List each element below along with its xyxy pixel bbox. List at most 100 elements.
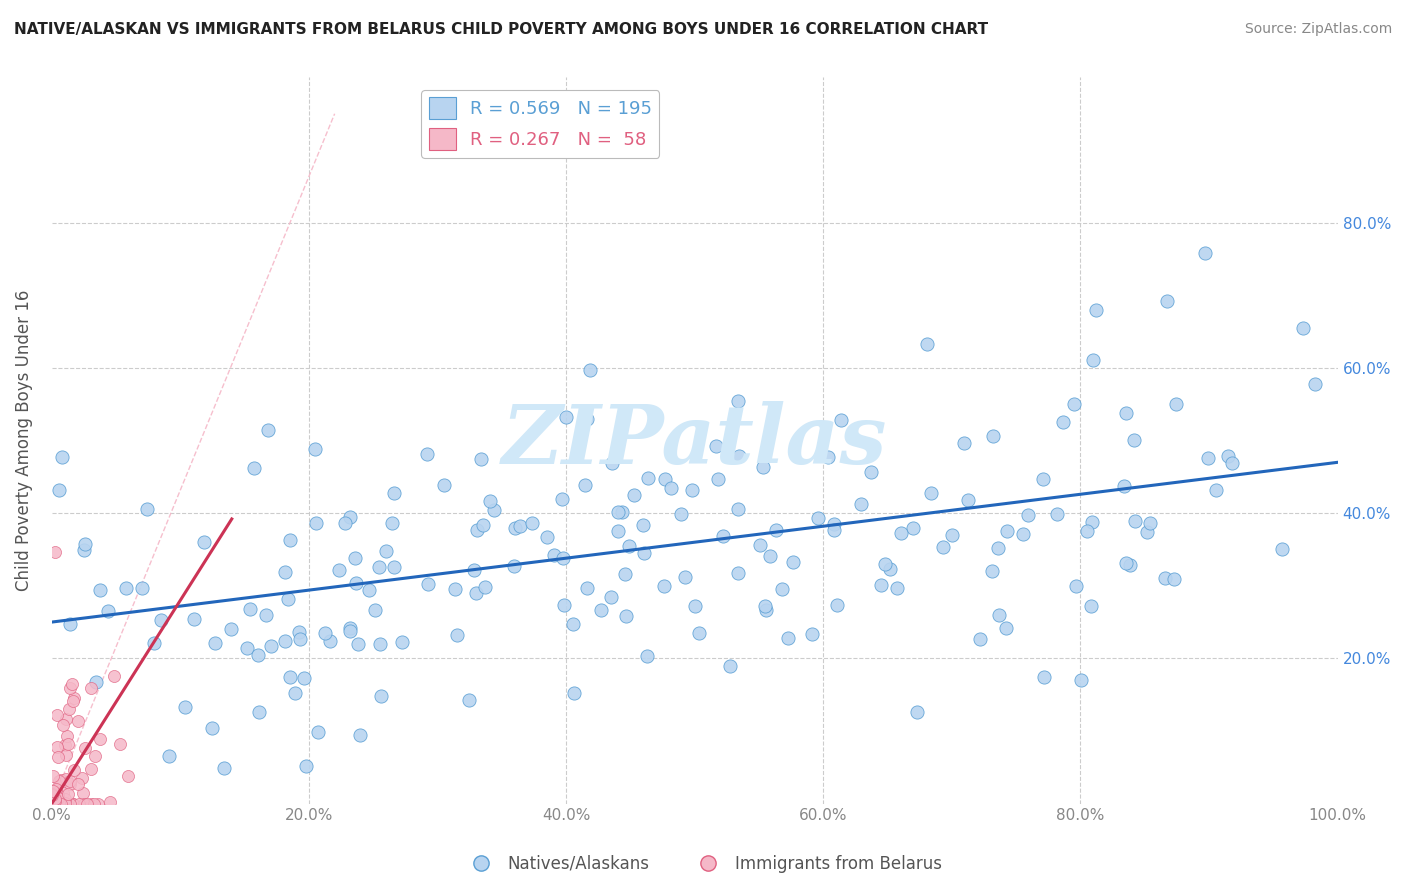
Point: [55, 712, 77, 726]
Point: [56, 797, 79, 811]
Point: [73, 543, 96, 558]
Point: [41, 786, 63, 800]
Point: [48, 796, 70, 810]
Point: [89, 583, 111, 598]
Point: [1118, 558, 1140, 572]
Point: [41, 789, 63, 803]
Point: [1052, 415, 1074, 429]
Point: [444, 582, 467, 597]
Point: [502, 559, 524, 574]
Point: [344, 550, 367, 565]
Point: [718, 659, 741, 673]
Point: [41, 787, 63, 801]
Point: [825, 599, 848, 613]
Point: [765, 523, 787, 537]
Point: [48, 774, 70, 789]
Point: [969, 632, 991, 646]
Y-axis label: Child Poverty Among Boys Under 16: Child Poverty Among Boys Under 16: [15, 290, 32, 591]
Point: [41, 769, 63, 783]
Point: [1032, 472, 1054, 486]
Point: [48, 749, 70, 764]
Text: NATIVE/ALASKAN VS IMMIGRANTS FROM BELARUS CHILD POVERTY AMONG BOYS UNDER 16 CORR: NATIVE/ALASKAN VS IMMIGRANTS FROM BELARU…: [14, 22, 988, 37]
Point: [748, 538, 770, 552]
Point: [484, 502, 506, 516]
Point: [44, 796, 66, 810]
Point: [55, 772, 77, 787]
Point: [1017, 508, 1039, 523]
Point: [470, 452, 492, 467]
Point: [1080, 599, 1102, 613]
Point: [135, 501, 157, 516]
Point: [1080, 515, 1102, 529]
Point: [117, 769, 139, 783]
Point: [53, 792, 76, 806]
Point: [59, 776, 82, 790]
Point: [41, 792, 63, 806]
Point: [157, 749, 180, 764]
Point: [193, 535, 215, 549]
Point: [956, 492, 979, 507]
Point: [42, 797, 65, 811]
Point: [150, 613, 173, 627]
Point: [1166, 397, 1188, 411]
Text: ZIPatlas: ZIPatlas: [502, 401, 887, 481]
Point: [1066, 579, 1088, 593]
Point: [1194, 245, 1216, 260]
Point: [478, 493, 501, 508]
Point: [73, 537, 96, 551]
Point: [382, 559, 405, 574]
Point: [46, 791, 69, 805]
Point: [359, 583, 381, 598]
Point: [1163, 572, 1185, 586]
Point: [44, 797, 66, 811]
Point: [42, 784, 65, 798]
Point: [465, 523, 488, 537]
Point: [869, 577, 891, 591]
Point: [659, 481, 682, 495]
Point: [755, 602, 778, 616]
Point: [52, 786, 75, 800]
Point: [98, 796, 121, 810]
Point: [62, 694, 84, 708]
Point: [446, 628, 468, 642]
Point: [56, 737, 79, 751]
Point: [212, 761, 235, 775]
Point: [727, 501, 749, 516]
Point: [201, 721, 224, 735]
Point: [294, 759, 316, 773]
Point: [551, 550, 574, 565]
Point: [63, 763, 86, 777]
Point: [727, 566, 749, 580]
Point: [304, 442, 326, 457]
Point: [46, 787, 69, 801]
Point: [370, 689, 392, 703]
Point: [75, 740, 97, 755]
Point: [778, 631, 800, 645]
Point: [752, 460, 775, 475]
Point: [562, 686, 585, 700]
Point: [73, 797, 96, 811]
Point: [274, 633, 297, 648]
Point: [305, 516, 328, 531]
Point: [633, 546, 655, 560]
Point: [62, 797, 84, 811]
Point: [44, 796, 66, 810]
Point: [754, 599, 776, 614]
Point: [823, 517, 845, 532]
Point: [997, 524, 1019, 538]
Point: [1303, 377, 1326, 392]
Point: [1197, 450, 1219, 465]
Point: [711, 529, 734, 543]
Point: [89, 732, 111, 747]
Point: [782, 555, 804, 569]
Point: [617, 539, 640, 553]
Point: [46, 793, 69, 807]
Point: [1139, 516, 1161, 531]
Point: [278, 669, 301, 683]
Point: [239, 602, 262, 616]
Point: [980, 564, 1002, 578]
Point: [416, 577, 439, 591]
Point: [314, 625, 336, 640]
Point: [543, 548, 565, 562]
Point: [652, 579, 675, 593]
